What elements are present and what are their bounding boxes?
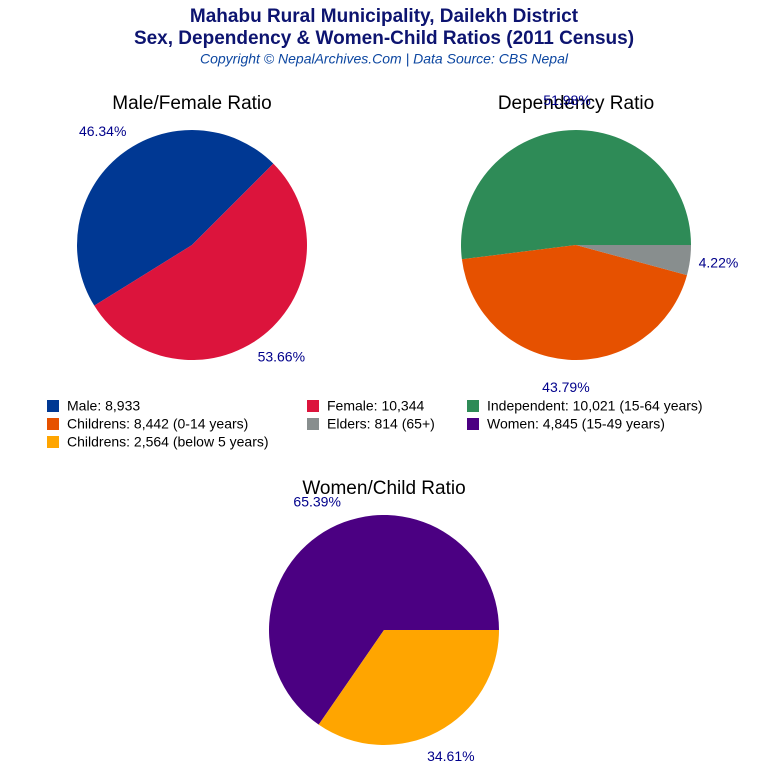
pie-title: Women/Child Ratio — [302, 478, 465, 499]
pie-title: Male/Female Ratio — [112, 93, 271, 114]
legend-swatch — [47, 400, 59, 412]
value-label: 4.22% — [699, 255, 739, 271]
value-label: 43.79% — [542, 379, 589, 395]
legend-swatch — [307, 418, 319, 430]
pie-title: Dependency Ratio — [498, 93, 654, 114]
legend-swatch — [467, 400, 479, 412]
legend-label: Women: 4,845 (15-49 years) — [487, 416, 665, 432]
value-label: 65.39% — [293, 493, 340, 509]
pie-slice — [576, 245, 691, 276]
legend-swatch — [467, 418, 479, 430]
legend-swatch — [307, 400, 319, 412]
legend-label: Female: 10,344 — [327, 398, 424, 414]
pie-slice — [269, 515, 499, 725]
pie-slice — [318, 630, 499, 745]
value-label: 51.98% — [543, 92, 590, 108]
legend-label: Childrens: 2,564 (below 5 years) — [67, 434, 269, 450]
legend-label: Male: 8,933 — [67, 398, 140, 414]
pie-slice — [461, 130, 691, 260]
legend-label: Independent: 10,021 (15-64 years) — [487, 398, 703, 414]
legend-swatch — [47, 436, 59, 448]
value-label: 53.66% — [258, 348, 305, 364]
value-label: 46.34% — [79, 123, 126, 139]
source: Copyright © NepalArchives.Com | Data Sou… — [200, 51, 569, 67]
subtitle: Sex, Dependency & Women-Child Ratios (20… — [134, 28, 634, 49]
pie-slice — [461, 245, 687, 360]
value-label: 34.61% — [427, 748, 474, 764]
legend-swatch — [47, 418, 59, 430]
pie-slice — [77, 130, 274, 306]
legend-label: Childrens: 8,442 (0-14 years) — [67, 416, 248, 432]
title: Mahabu Rural Municipality, Dailekh Distr… — [190, 6, 579, 27]
legend-label: Elders: 814 (65+) — [327, 416, 435, 432]
pie-slice — [94, 163, 308, 361]
